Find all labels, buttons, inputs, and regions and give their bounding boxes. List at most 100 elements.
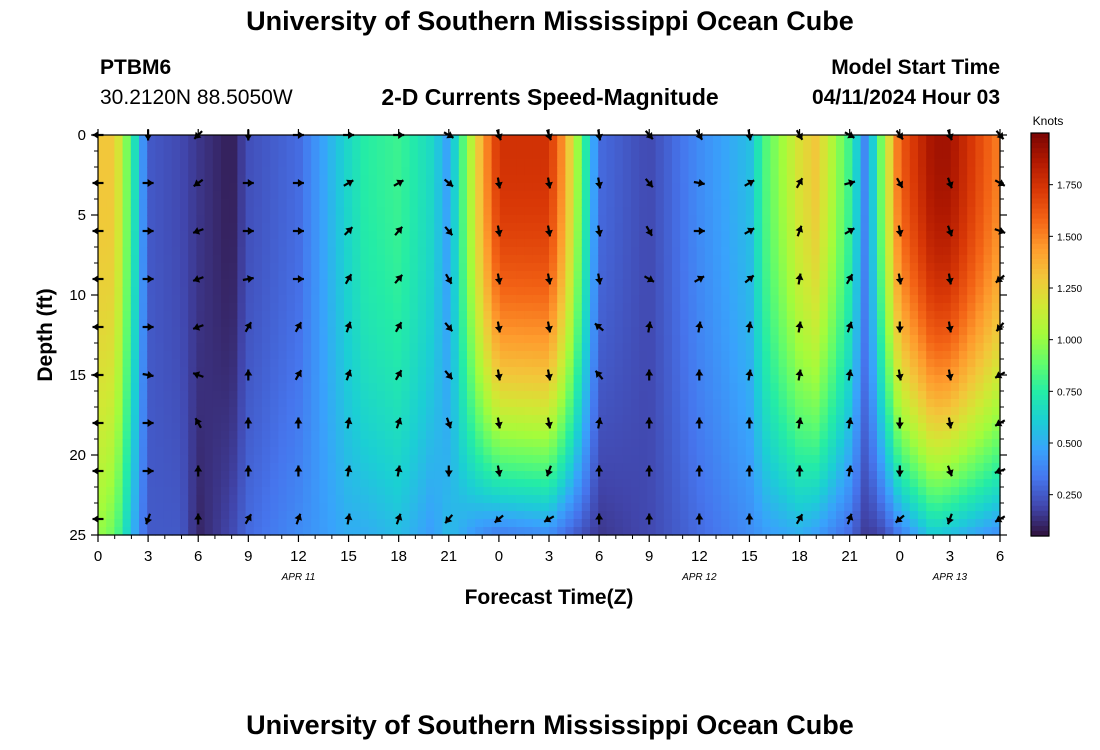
heatmap-cell — [737, 327, 747, 336]
heatmap-cell — [614, 399, 624, 408]
heatmap-cell — [885, 367, 894, 376]
heatmap-cell — [499, 271, 509, 280]
heatmap-cell — [557, 503, 566, 512]
heatmap-cell — [188, 375, 197, 384]
heatmap-cell — [803, 527, 812, 536]
heatmap-cell — [286, 407, 296, 416]
heatmap-cell — [836, 303, 845, 312]
heatmap-cell — [663, 527, 673, 536]
heatmap-cell — [745, 191, 755, 200]
heatmap-cell — [139, 207, 148, 216]
heatmap-cell — [475, 463, 484, 472]
heatmap-cell — [696, 383, 706, 392]
heatmap-cell — [737, 463, 747, 472]
heatmap-cell — [262, 495, 271, 504]
heatmap-cell — [245, 327, 255, 336]
heatmap-cell — [319, 399, 329, 408]
heatmap-cell — [877, 375, 886, 384]
heatmap-cell — [778, 335, 788, 344]
heatmap-cell — [180, 383, 189, 392]
heatmap-cell — [262, 351, 271, 360]
heatmap-cell — [130, 327, 140, 336]
heatmap-cell — [352, 375, 361, 384]
heatmap-cell — [852, 159, 862, 168]
heatmap-cell — [180, 343, 189, 352]
heatmap-cell — [762, 247, 771, 256]
heatmap-cell — [286, 255, 296, 264]
heatmap-cell — [532, 367, 542, 376]
heatmap-cell — [458, 207, 468, 216]
heatmap-cell — [450, 415, 460, 424]
heatmap-cell — [376, 199, 386, 208]
heatmap-cell — [303, 175, 312, 184]
heatmap-cell — [180, 463, 189, 472]
heatmap-cell — [155, 175, 165, 184]
heatmap-cell — [237, 295, 247, 304]
heatmap-cell — [565, 343, 575, 352]
heatmap-cell — [770, 327, 780, 336]
heatmap-cell — [360, 311, 370, 320]
heatmap-cell — [114, 287, 124, 296]
heatmap-cell — [253, 143, 263, 152]
heatmap-cell — [335, 343, 345, 352]
heatmap-cell — [885, 383, 894, 392]
heatmap-cell — [221, 143, 230, 152]
heatmap-cell — [581, 231, 591, 240]
heatmap-cell — [237, 151, 247, 160]
heatmap-cell — [204, 471, 214, 480]
heatmap-cell — [286, 471, 296, 480]
heatmap-cell — [844, 231, 853, 240]
heatmap-cell — [688, 447, 698, 456]
heatmap-cell — [770, 479, 780, 488]
heatmap-cell — [409, 183, 419, 192]
heatmap-cell — [696, 295, 706, 304]
heatmap-cell — [98, 375, 107, 384]
heatmap-cell — [590, 351, 599, 360]
heatmap-cell — [901, 415, 911, 424]
heatmap-cell — [786, 151, 796, 160]
heatmap-cell — [130, 463, 140, 472]
heatmap-cell — [639, 263, 648, 272]
heatmap-cell — [696, 431, 706, 440]
heatmap-cell — [360, 383, 370, 392]
heatmap-cell — [672, 383, 681, 392]
heatmap-cell — [130, 303, 140, 312]
heatmap-cell — [245, 311, 255, 320]
heatmap-cell — [212, 375, 222, 384]
heatmap-cell — [532, 279, 542, 288]
heatmap-cell — [655, 423, 665, 432]
heatmap-cell — [893, 135, 903, 144]
heatmap-cell — [204, 391, 214, 400]
heatmap-cell — [688, 439, 698, 448]
heatmap-cell — [352, 519, 361, 528]
heatmap-cell — [458, 351, 468, 360]
heatmap-cell — [426, 511, 435, 520]
heatmap-cell — [499, 447, 509, 456]
heatmap-cell — [147, 495, 156, 504]
heatmap-cell — [262, 423, 271, 432]
heatmap-cell — [319, 327, 329, 336]
heatmap-cell — [713, 503, 722, 512]
heatmap-cell — [401, 487, 411, 496]
heatmap-cell — [335, 479, 345, 488]
heatmap-cell — [770, 375, 780, 384]
heatmap-cell — [319, 487, 329, 496]
heatmap-cell — [672, 319, 681, 328]
heatmap-cell — [540, 367, 550, 376]
heatmap-cell — [852, 303, 862, 312]
heatmap-cell — [688, 255, 698, 264]
heatmap-cell — [171, 487, 181, 496]
heatmap-cell — [253, 399, 263, 408]
heatmap-cell — [147, 303, 156, 312]
heatmap-cell — [729, 151, 739, 160]
heatmap-cell — [147, 431, 156, 440]
heatmap-cell — [229, 151, 238, 160]
heatmap-cell — [98, 415, 107, 424]
heatmap-cell — [376, 447, 386, 456]
heatmap-cell — [893, 287, 903, 296]
heatmap-cell — [877, 191, 886, 200]
heatmap-cell — [754, 471, 763, 480]
heatmap-cell — [294, 343, 304, 352]
heatmap-cell — [278, 463, 288, 472]
heatmap-cell — [836, 231, 845, 240]
